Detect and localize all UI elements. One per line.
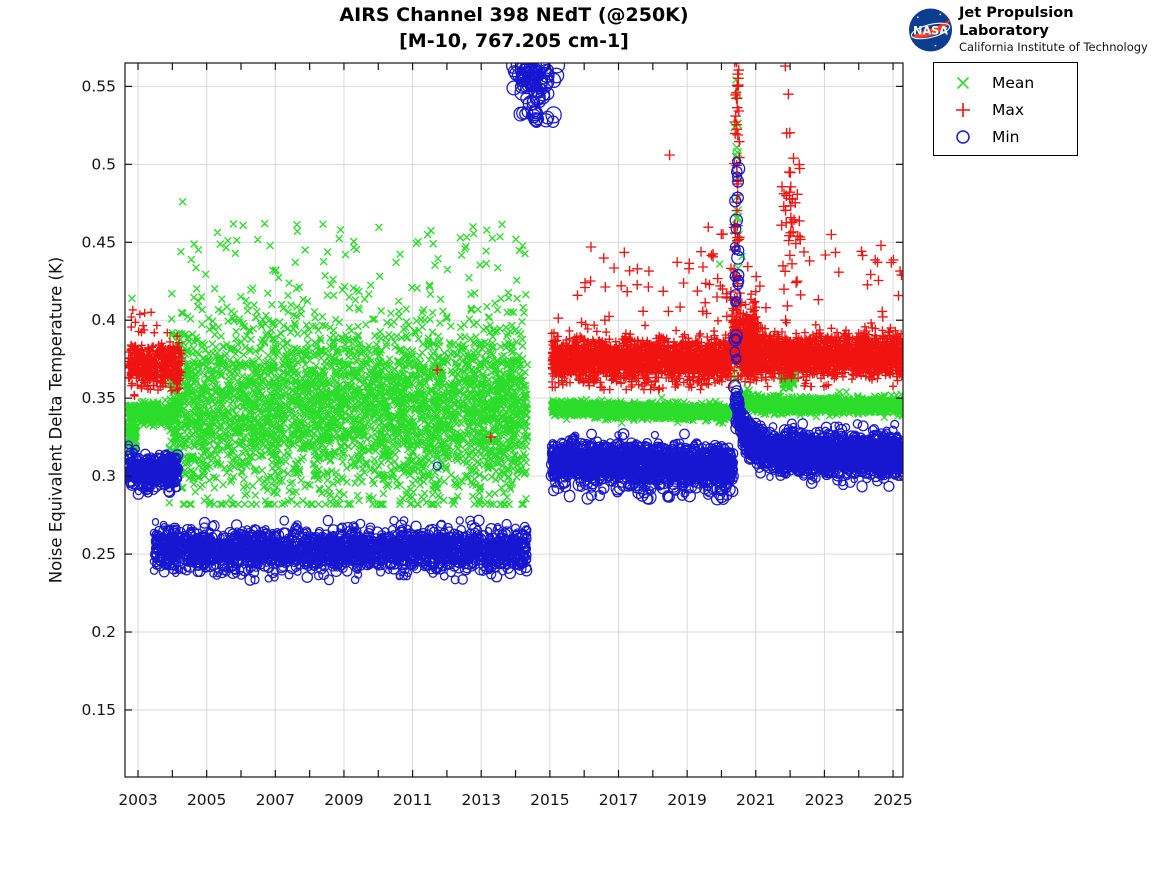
nasa-logo-text: NASA [913,24,948,37]
legend-label-max: Max [992,100,1025,119]
cluster-mean-era2-band-pre [547,393,740,427]
legend-item-max: Max [934,96,1077,123]
jpl-subtitle: California Institute of Technology [959,40,1148,54]
jpl-text: Jet Propulsion Laboratory California Ins… [959,4,1164,55]
cluster-mean-early-band-lower [125,419,141,456]
y-tick-label: 0.3 [91,467,116,485]
cluster-max-era2-band-post [735,318,903,391]
cluster-max-cluster-2022 [776,127,806,326]
cluster-min-era2-pre-low-outliers [548,474,736,506]
y-tick-label: 0.25 [81,545,116,563]
y-tick-label: 0.45 [81,233,116,251]
cluster-max-early-band [125,328,186,400]
x-tick-label: 2011 [393,791,432,809]
x-tick-label: 2015 [530,791,569,809]
y-tick-label: 0.15 [81,701,116,719]
cluster-max-era2-outliers [553,246,903,328]
min-circle-marker-icon [956,129,970,144]
axes [124,62,904,778]
legend-item-min: Min [934,123,1077,150]
cluster-min-early-blob [125,440,184,500]
cluster-max-era2-band-pre-tail [548,316,734,394]
series-max-points [125,63,903,443]
cluster-mean-era1-cloud [165,219,532,509]
outlier-points-min [432,461,442,471]
cluster-mean-era1-cloud-high [177,220,529,275]
cluster-max-early-outliers [127,305,161,337]
x-tick-label: 2005 [187,791,226,809]
x-tick-label: 2021 [736,791,775,809]
y-tick-label: 0.5 [91,155,116,173]
x-tick-label: 2009 [324,791,363,809]
legend-item-mean: Mean [934,69,1077,96]
legend-label-mean: Mean [992,73,1035,92]
y-axis-label: Noise Equivalent Delta Temperature (K) [46,256,66,584]
cluster-max-pre-spike-ramp [684,222,736,322]
x-tick-label: 2019 [667,791,706,809]
x-tick-label: 2007 [256,791,295,809]
y-tick-label: 0.35 [81,389,116,407]
page-title: AIRS Channel 398 NEdT (@250K) [M-10, 767… [125,2,903,54]
y-tick-label: 0.4 [91,311,116,329]
chart-subtitle: [M-10, 767.205 cm-1] [399,30,629,52]
cluster-min-era1-band [149,514,533,586]
chart-title: AIRS Channel 398 NEdT (@250K) [339,4,689,26]
outlier-points-max [432,63,897,443]
legend-label-min: Min [992,127,1020,146]
series-min-points [125,63,903,586]
y-tick-label: 0.2 [91,623,116,641]
tick-labels: 2003 2005 2007 2009 2011 2013 2015 2017 2019 2021… [81,77,912,809]
x-tick-label: 2013 [461,791,500,809]
y-tick-label: 0.55 [81,77,116,95]
jpl-header: NASA Jet Propulsion Laboratory Californi… [908,4,1164,55]
cluster-min-era2-band-pre [545,428,739,501]
cluster-mean-era2-band-post [733,384,903,422]
x-tick-label: 2023 [805,791,844,809]
x-tick-label: 2025 [873,791,912,809]
x-tick-label: 2003 [118,791,157,809]
cluster-min-cluster-2014-low [513,89,562,128]
max-plus-marker-icon [956,102,970,117]
jpl-name: Jet Propulsion Laboratory [959,5,1074,39]
x-tick-label: 2017 [599,791,638,809]
legend: Mean Max Min [933,62,1078,156]
cluster-min-era2-band-post [762,418,903,493]
mean-x-marker-icon [956,76,970,89]
data-layer [125,63,903,586]
nasa-logo-icon: NASA [908,7,953,52]
